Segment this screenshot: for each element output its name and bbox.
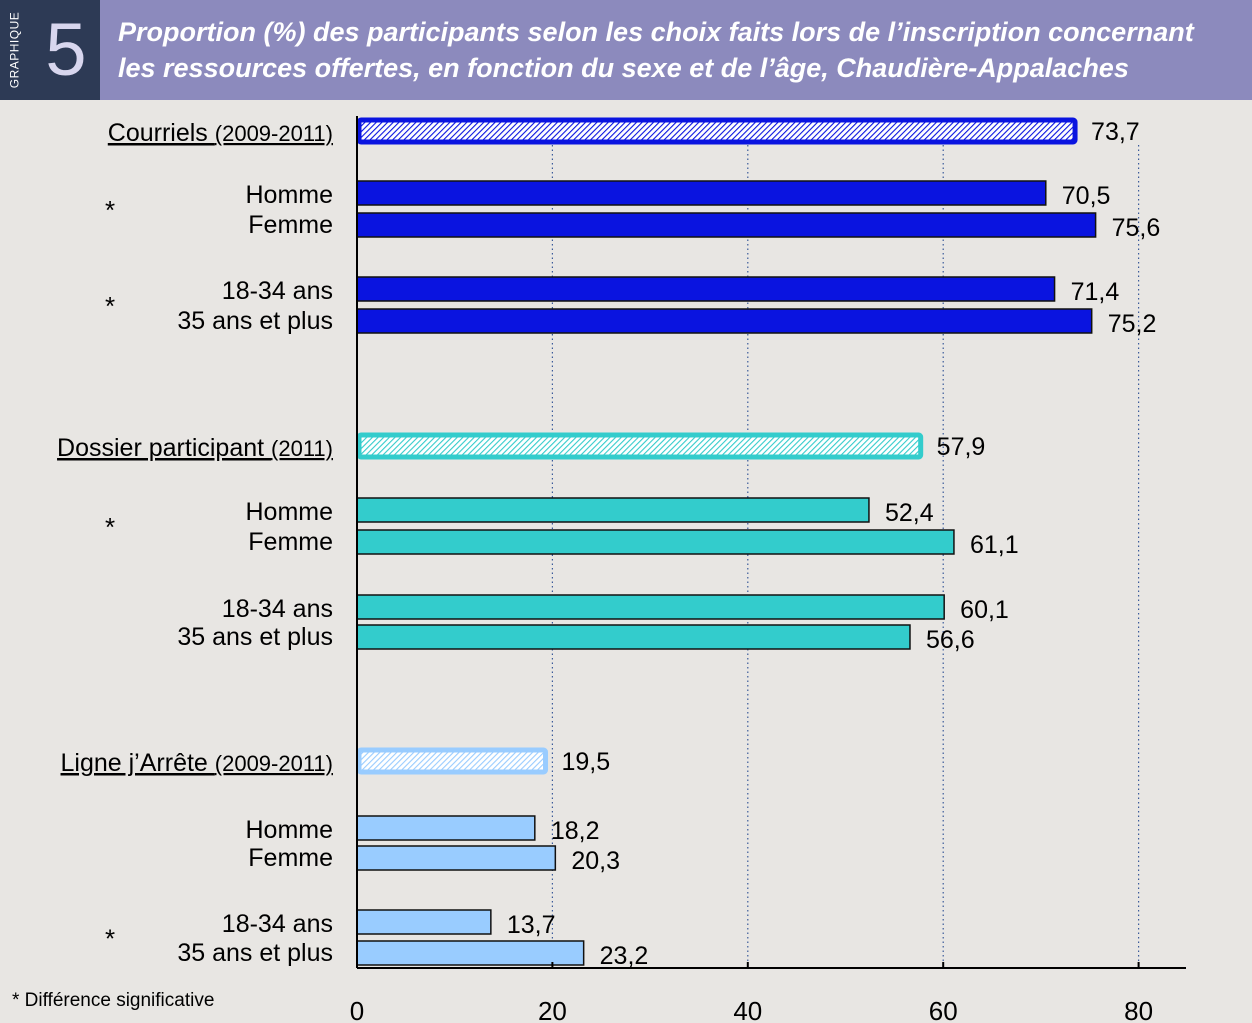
- bar: [356, 308, 1093, 334]
- chart-title-line-2: les ressources offertes, en fonction du …: [118, 53, 1129, 83]
- bar-value-label: 75,6: [1112, 214, 1161, 242]
- bar-category-label: Homme: [245, 181, 333, 209]
- bar: [356, 909, 492, 935]
- bar-category-label: 18-34 ans: [222, 277, 333, 305]
- bar-value-label: 13,7: [507, 911, 556, 939]
- group-label-period: (2009-2011): [215, 121, 333, 146]
- bar-value-label: 71,4: [1071, 278, 1120, 306]
- significance-marker: *: [105, 195, 115, 225]
- bar-category-label: 35 ans et plus: [177, 307, 333, 335]
- x-tick-label: 40: [733, 996, 762, 1023]
- bar-category-label: 35 ans et plus: [177, 939, 333, 967]
- total-value-label: 57,9: [937, 433, 986, 461]
- total-value-label: 19,5: [562, 748, 611, 776]
- bar: [356, 180, 1047, 206]
- bar-category-label: Homme: [245, 816, 333, 844]
- bar-category-label: 18-34 ans: [222, 595, 333, 623]
- group-label: Dossier participant (2011): [57, 434, 333, 462]
- bar-category-label: Femme: [248, 528, 333, 556]
- group-label: Ligne j’Arrête (2009-2011): [61, 749, 333, 777]
- bar-category-label: 35 ans et plus: [177, 623, 333, 651]
- bar: [356, 529, 955, 555]
- group-1: 57,9 Dossier participant (2011) Homme 52,4 F…: [57, 432, 1019, 654]
- bar: [356, 212, 1097, 238]
- chart-header: GRAPHIQUE 5 Proportion (%) des participa…: [0, 0, 1252, 100]
- bar: [356, 497, 870, 523]
- group-label-name: Courriels: [108, 119, 215, 147]
- group-label: Courriels (2009-2011): [108, 119, 333, 147]
- x-tick-label: 20: [538, 996, 567, 1023]
- group-label-period: (2011): [271, 436, 333, 461]
- bar-category-label: Femme: [248, 844, 333, 872]
- group-label-name: Dossier participant: [57, 434, 271, 462]
- bar-category-label: Homme: [245, 498, 333, 526]
- bar-value-label: 20,3: [571, 847, 620, 875]
- total-bar: [356, 432, 924, 460]
- graphique-tag: GRAPHIQUE 5: [0, 0, 100, 100]
- bar-value-label: 23,2: [600, 942, 649, 970]
- bar-value-label: 75,2: [1108, 310, 1157, 338]
- significance-marker: *: [105, 924, 115, 954]
- bar: [356, 624, 911, 650]
- significance-marker: *: [105, 512, 115, 542]
- bar-value-label: 56,6: [926, 626, 975, 654]
- group-0: 73,7 Courriels (2009-2011) Homme 70,5 Femme 7…: [105, 117, 1161, 338]
- bar-value-label: 70,5: [1062, 182, 1111, 210]
- bar-value-label: 18,2: [551, 817, 600, 845]
- total-bar: [356, 747, 549, 775]
- x-tick-label: 60: [929, 996, 958, 1023]
- graphique-number: 5: [45, 8, 87, 91]
- group-2: 19,5 Ligne j’Arrête (2009-2011) Homme 18,2 F…: [61, 747, 649, 970]
- total-value-label: 73,7: [1091, 118, 1140, 146]
- bar: [356, 845, 557, 871]
- bar-category-label: 18-34 ans: [222, 910, 333, 938]
- footnote: * Différence significative: [12, 990, 215, 1011]
- group-label-name: Ligne j’Arrête: [61, 749, 215, 777]
- chart-title: Proportion (%) des participants selon le…: [118, 14, 1246, 86]
- bar: [356, 276, 1056, 302]
- chart-title-line-1: Proportion (%) des participants selon le…: [118, 17, 1194, 47]
- bar-value-label: 61,1: [970, 531, 1019, 559]
- group-label-period: (2009-2011): [215, 751, 333, 776]
- x-tick-label: 80: [1124, 996, 1153, 1023]
- total-bar: [356, 117, 1078, 145]
- bar: [356, 815, 536, 841]
- bar-value-label: 52,4: [885, 499, 934, 527]
- x-tick-label: 0: [350, 996, 364, 1023]
- significance-marker: *: [105, 291, 115, 321]
- bar: [356, 594, 945, 620]
- bar: [356, 940, 585, 966]
- bar-category-label: Femme: [248, 211, 333, 239]
- bar-value-label: 60,1: [960, 596, 1009, 624]
